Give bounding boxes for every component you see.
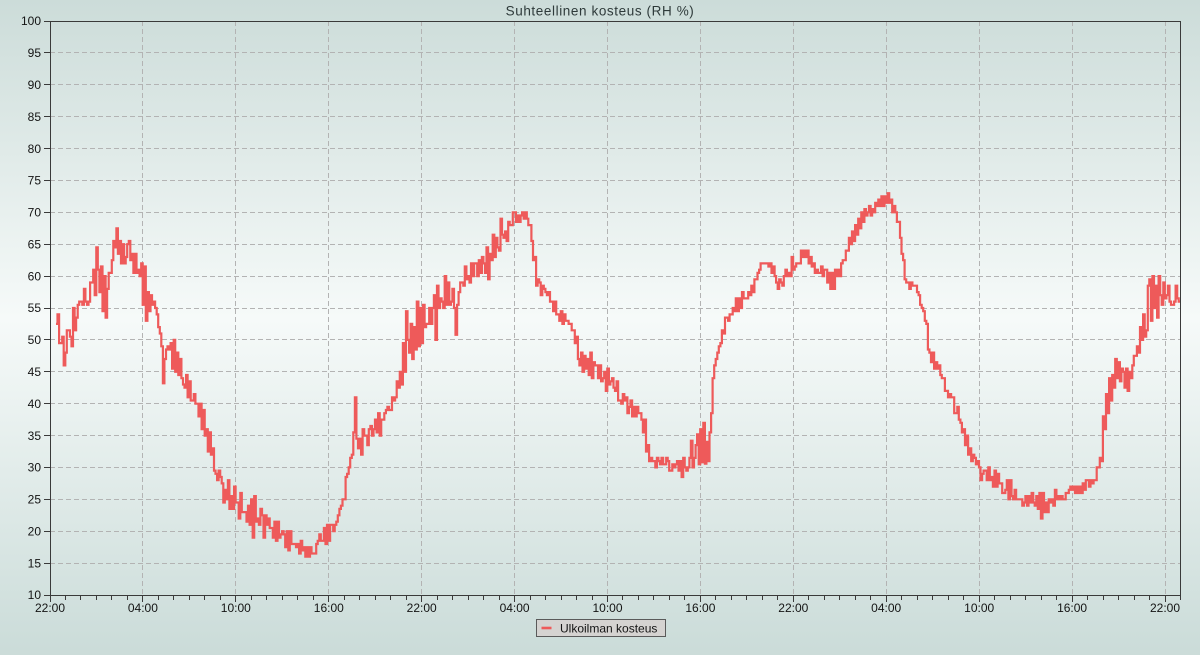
svg-text:25: 25 xyxy=(28,493,42,507)
svg-text:Suhteellinen kosteus (RH %): Suhteellinen kosteus (RH %) xyxy=(506,4,695,19)
svg-text:16:00: 16:00 xyxy=(685,601,715,615)
svg-text:100: 100 xyxy=(21,14,41,28)
svg-text:90: 90 xyxy=(28,78,42,92)
svg-text:04:00: 04:00 xyxy=(871,601,901,615)
svg-text:10:00: 10:00 xyxy=(592,601,622,615)
svg-text:10: 10 xyxy=(28,588,42,602)
svg-text:85: 85 xyxy=(28,110,42,124)
svg-text:95: 95 xyxy=(28,46,42,60)
svg-text:16:00: 16:00 xyxy=(314,601,344,615)
svg-text:55: 55 xyxy=(28,301,42,315)
svg-text:35: 35 xyxy=(28,429,42,443)
svg-text:22:00: 22:00 xyxy=(1150,601,1180,615)
svg-text:10:00: 10:00 xyxy=(964,601,994,615)
svg-text:70: 70 xyxy=(28,206,42,220)
svg-text:10:00: 10:00 xyxy=(221,601,251,615)
svg-text:65: 65 xyxy=(28,237,42,251)
svg-text:40: 40 xyxy=(28,397,42,411)
svg-text:15: 15 xyxy=(28,556,42,570)
svg-text:60: 60 xyxy=(28,269,42,283)
svg-text:22:00: 22:00 xyxy=(778,601,808,615)
svg-text:22:00: 22:00 xyxy=(35,601,65,615)
svg-text:75: 75 xyxy=(28,174,42,188)
svg-text:20: 20 xyxy=(28,524,42,538)
svg-text:30: 30 xyxy=(28,461,42,475)
svg-text:Ulkoilman kosteus: Ulkoilman kosteus xyxy=(560,622,657,636)
svg-text:80: 80 xyxy=(28,142,42,156)
svg-text:04:00: 04:00 xyxy=(128,601,158,615)
svg-text:16:00: 16:00 xyxy=(1057,601,1087,615)
svg-text:45: 45 xyxy=(28,365,42,379)
svg-text:04:00: 04:00 xyxy=(500,601,530,615)
svg-text:50: 50 xyxy=(28,333,42,347)
svg-text:22:00: 22:00 xyxy=(407,601,437,615)
